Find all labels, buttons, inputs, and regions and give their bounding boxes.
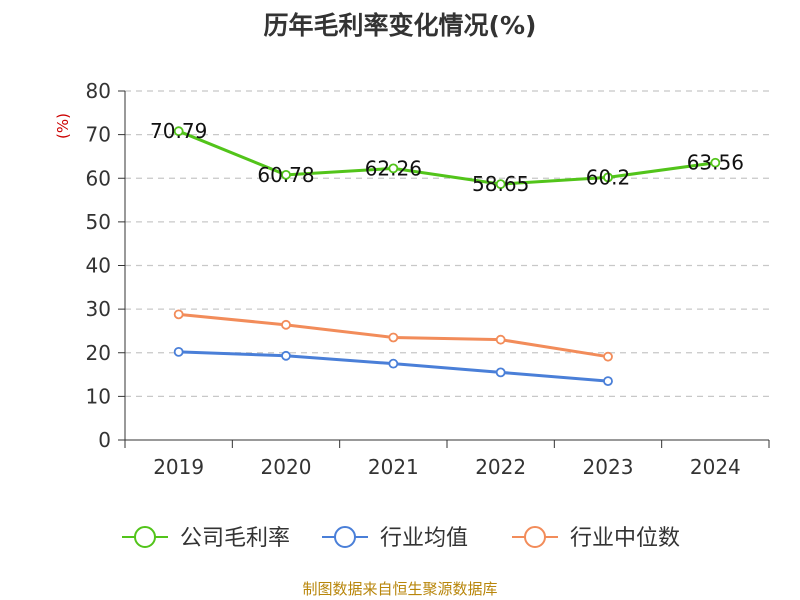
series-line	[178, 129, 716, 186]
series-lines	[173, 126, 721, 387]
data-label: 62.26	[365, 156, 422, 180]
data-label: 58.65	[472, 172, 529, 196]
y-tick-label: 0	[98, 428, 111, 452]
legend-swatch-marker	[334, 526, 356, 548]
data-label: 70.79	[150, 119, 207, 143]
x-tick-label: 2019	[153, 455, 204, 479]
data-point	[495, 367, 506, 378]
y-tick-label: 60	[86, 166, 111, 190]
data-point	[603, 172, 613, 183]
data-point	[281, 319, 291, 330]
data-point	[281, 350, 291, 361]
data-point	[281, 169, 291, 180]
data-point	[173, 126, 184, 137]
data-labels: 70.79 60.78 62.26 58.65 60.2 63.56	[150, 119, 744, 196]
y-tick-label: 80	[86, 79, 111, 103]
axes: 0 10 20 30 40 50 60 70 80 (%) 2019 2020 2021 2022 2023…	[54, 79, 770, 479]
legend-item-label[interactable]: 行业均值	[380, 526, 468, 551]
data-point	[495, 334, 506, 345]
gridlines	[125, 90, 769, 397]
x-tick-label: 2023	[583, 455, 634, 479]
data-label: 63.56	[687, 151, 744, 175]
data-point	[388, 358, 399, 369]
y-tick-label: 50	[86, 210, 111, 234]
data-point	[173, 346, 184, 357]
x-tick-label: 2022	[475, 455, 526, 479]
data-point	[388, 332, 399, 343]
y-tick-label: 20	[86, 341, 111, 365]
data-point	[603, 376, 613, 387]
data-point	[388, 163, 399, 174]
data-point	[603, 351, 613, 362]
x-tick-label: 2024	[690, 455, 741, 479]
data-label: 60.2	[586, 165, 631, 189]
source-note: 制图数据来自恒生聚源数据库	[302, 580, 498, 598]
chart-title: 历年毛利率变化情况(%)	[263, 11, 537, 40]
legend-swatch-marker	[134, 526, 156, 548]
legend: 公司毛利率 行业均值 行业中位数	[122, 526, 680, 551]
legend-swatch-marker	[524, 526, 546, 548]
y-tick-label: 70	[86, 123, 111, 147]
data-label: 60.78	[257, 163, 314, 187]
y-tick-label: 10	[86, 384, 111, 408]
legend-item-label[interactable]: 公司毛利率	[180, 526, 290, 551]
x-tick-label: 2020	[261, 455, 312, 479]
y-axis-unit: (%)	[54, 113, 72, 139]
y-tick-label: 40	[86, 254, 111, 278]
data-point	[173, 309, 184, 320]
x-tick-label: 2021	[368, 455, 419, 479]
legend-item-label[interactable]: 行业中位数	[570, 526, 680, 551]
data-point	[495, 179, 506, 190]
y-tick-label: 30	[86, 297, 111, 321]
data-point	[710, 157, 721, 168]
